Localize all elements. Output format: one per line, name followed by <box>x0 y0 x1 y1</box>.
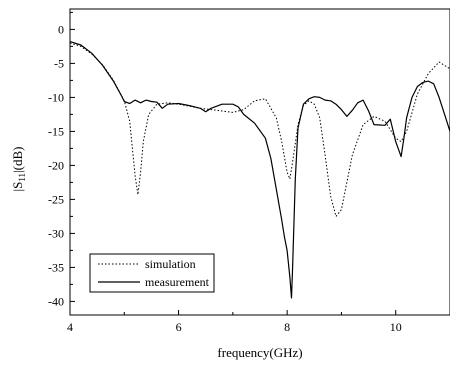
y-axis-label-tail: |(dB) <box>10 147 25 173</box>
plot-area: 0 -5 -10 -15 -20 -25 -30 -35 -40 4 6 8 10 <box>48 8 450 334</box>
measurement-series-line <box>69 41 450 299</box>
legend-box <box>89 253 215 293</box>
y-tick-label: 0 <box>58 22 64 36</box>
plot-frame <box>69 8 450 316</box>
y-axis-label: |S11|(dB) <box>10 147 27 192</box>
y-tick-label: -20 <box>48 158 64 172</box>
simulation-series-line <box>69 42 450 217</box>
y-tick-label: -30 <box>48 226 64 240</box>
legend: simulation measurement <box>89 253 215 293</box>
y-tick-label: -40 <box>48 294 64 308</box>
x-axis-label: frequency(GHz) <box>217 345 302 360</box>
legend-simulation-label: simulation <box>145 257 196 271</box>
x-tick-label: 4 <box>67 320 73 334</box>
legend-measurement-label: measurement <box>145 275 210 289</box>
y-tick-label: -15 <box>48 124 64 138</box>
y-tick-label: -25 <box>48 192 64 206</box>
y-tick-label: -5 <box>54 56 64 70</box>
x-tick-label: 6 <box>176 320 182 334</box>
y-axis: 0 -5 -10 -15 -20 -25 -30 -35 -40 <box>48 11 75 308</box>
x-tick-label: 8 <box>284 320 290 334</box>
x-tick-label: 10 <box>390 320 402 334</box>
x-axis: 4 6 8 10 <box>67 310 450 334</box>
y-axis-label-main: |S <box>10 182 25 192</box>
y-tick-label: -10 <box>48 90 64 104</box>
series-layer <box>69 41 450 299</box>
y-tick-label: -35 <box>48 260 64 274</box>
y-axis-label-subscript: 11 <box>17 173 27 182</box>
